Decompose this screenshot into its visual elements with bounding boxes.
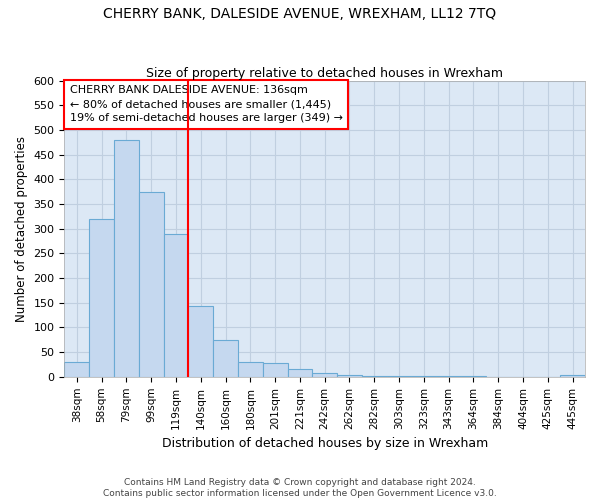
Text: CHERRY BANK DALESIDE AVENUE: 136sqm
← 80% of detached houses are smaller (1,445): CHERRY BANK DALESIDE AVENUE: 136sqm ← 80… [70,85,343,123]
X-axis label: Distribution of detached houses by size in Wrexham: Distribution of detached houses by size … [161,437,488,450]
Bar [412,376,436,377]
Bar [89,219,114,377]
Title: Size of property relative to detached houses in Wrexham: Size of property relative to detached ho… [146,66,503,80]
Bar [139,192,164,377]
Bar [238,362,263,377]
Bar [386,376,412,377]
Bar [164,234,188,377]
Text: CHERRY BANK, DALESIDE AVENUE, WREXHAM, LL12 7TQ: CHERRY BANK, DALESIDE AVENUE, WREXHAM, L… [103,8,497,22]
Bar [313,373,337,377]
Bar [213,340,238,377]
Bar [436,376,461,377]
Y-axis label: Number of detached properties: Number of detached properties [15,136,28,322]
Bar [287,370,313,377]
Bar [362,376,386,377]
Text: Contains HM Land Registry data © Crown copyright and database right 2024.
Contai: Contains HM Land Registry data © Crown c… [103,478,497,498]
Bar [114,140,139,377]
Bar [64,362,89,377]
Bar [461,376,486,377]
Bar [337,375,362,377]
Bar [560,375,585,377]
Bar [188,306,213,377]
Bar [263,363,287,377]
